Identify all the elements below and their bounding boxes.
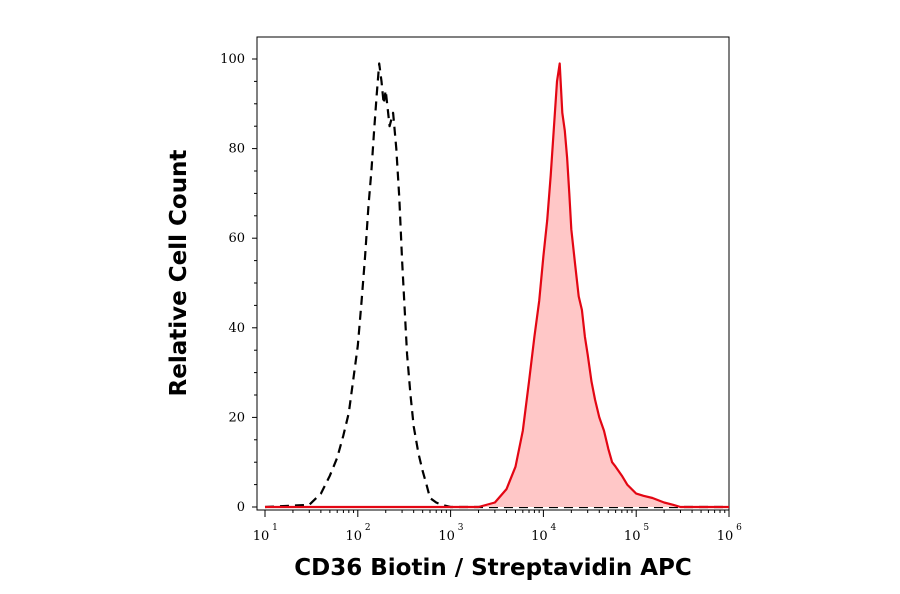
plot-frame (256, 36, 730, 511)
series-1-area (265, 63, 729, 507)
x-tick-exponent: 2 (365, 523, 371, 533)
x-axis-title: CD36 Biotin / Streptavidin APC (294, 555, 692, 581)
x-tick-label: 10 (717, 529, 734, 544)
x-tick-label: 10 (531, 529, 548, 544)
series-0-line (264, 62, 729, 509)
y-tick-label: 60 (228, 231, 245, 246)
series-layer (264, 62, 729, 509)
x-tick-label: 10 (346, 529, 363, 544)
x-tick-exponent: 3 (458, 523, 464, 533)
x-tick-exponent: 6 (736, 523, 742, 533)
y-tick-label: 40 (228, 321, 245, 336)
x-tick-label: 10 (624, 529, 641, 544)
y-axis-title: Relative Cell Count (166, 150, 192, 397)
x-tick-label: 10 (438, 529, 455, 544)
x-tick-label: 10 (253, 529, 270, 544)
y-tick-label: 20 (228, 410, 245, 425)
x-tick-exponent: 1 (272, 523, 278, 533)
y-tick-label: 0 (237, 500, 245, 515)
x-tick-exponent: 5 (643, 523, 649, 533)
y-tick-label: 100 (220, 52, 245, 67)
series-1-line (265, 62, 729, 509)
x-tick-exponent: 4 (551, 523, 557, 533)
y-tick-label: 80 (228, 142, 245, 157)
